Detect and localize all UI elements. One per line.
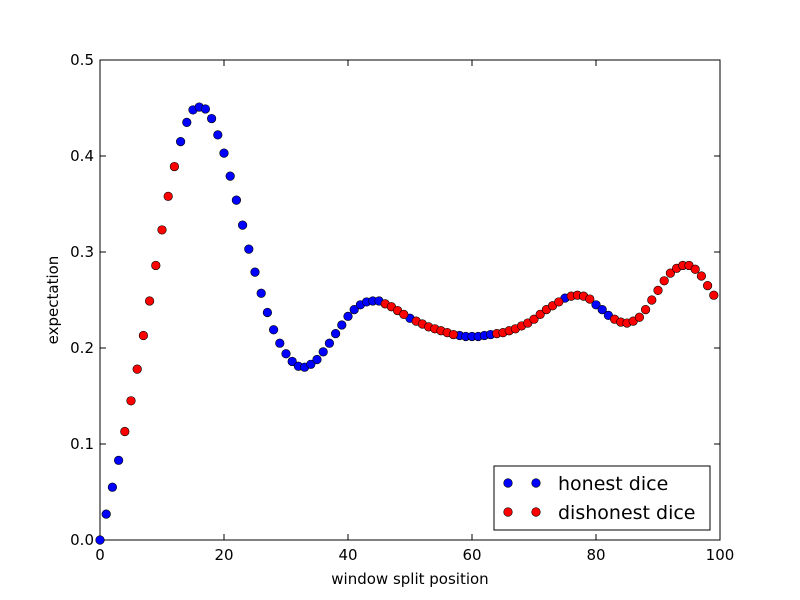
point-dishonest-dice <box>169 161 179 172</box>
legend-marker <box>531 478 541 488</box>
plot-area <box>99 59 721 541</box>
x-axis-ticks: 0 20 40 60 80 100 <box>95 60 734 564</box>
point-honest-dice <box>337 320 347 330</box>
y-tick-label: 0.3 <box>70 243 94 261</box>
point-honest-dice <box>244 244 254 254</box>
point-dishonest-dice <box>659 276 669 286</box>
point-honest-dice <box>101 509 111 519</box>
point-honest-dice <box>225 171 235 181</box>
x-tick-label: 60 <box>462 546 481 564</box>
point-dishonest-dice <box>163 191 173 201</box>
point-dishonest-dice <box>126 396 136 406</box>
point-honest-dice <box>343 311 353 321</box>
point-honest-dice <box>287 356 297 367</box>
point-dishonest-dice <box>585 294 595 304</box>
point-honest-dice <box>182 117 192 127</box>
point-honest-dice <box>318 347 328 357</box>
y-axis-label: expectation <box>44 256 62 345</box>
point-honest-dice <box>95 535 105 545</box>
point-honest-dice <box>275 338 285 348</box>
legend-marker <box>503 507 513 517</box>
point-dishonest-dice <box>665 268 676 278</box>
point-dishonest-dice <box>138 330 148 341</box>
legend: honest dice dishonest dice <box>493 465 711 531</box>
point-dishonest-dice <box>535 309 545 320</box>
point-dishonest-dice <box>696 271 707 281</box>
point-honest-dice <box>591 300 601 310</box>
point-dishonest-dice <box>448 329 459 340</box>
point-dishonest-dice <box>640 305 651 315</box>
y-tick-label: 0.1 <box>70 435 94 453</box>
point-dishonest-dice <box>690 264 700 274</box>
legend-label: honest dice <box>558 473 668 495</box>
y-tick-label: 0.2 <box>70 339 94 357</box>
y-tick-label: 0.4 <box>70 147 94 165</box>
point-honest-dice <box>324 338 335 348</box>
point-honest-dice <box>238 220 248 230</box>
data-points <box>95 102 719 545</box>
point-dishonest-dice <box>554 297 564 307</box>
point-honest-dice <box>269 325 279 335</box>
x-axis-label: window split position <box>331 570 488 588</box>
legend-box <box>493 465 711 531</box>
legend-marker <box>503 478 513 488</box>
point-honest-dice <box>312 354 322 365</box>
point-honest-dice <box>281 349 291 359</box>
x-tick-label: 40 <box>338 546 357 564</box>
point-honest-dice <box>250 267 260 277</box>
point-honest-dice <box>262 307 273 318</box>
point-dishonest-dice <box>647 295 657 305</box>
point-honest-dice <box>331 329 341 339</box>
point-honest-dice <box>306 359 316 369</box>
point-honest-dice <box>597 305 607 315</box>
point-dishonest-dice <box>145 296 155 306</box>
point-honest-dice <box>200 104 210 114</box>
point-dishonest-dice <box>709 290 719 300</box>
point-honest-dice <box>113 455 124 465</box>
point-honest-dice <box>213 130 223 140</box>
y-tick-label: 0.5 <box>70 51 94 69</box>
y-tick-label: 0.0 <box>70 531 94 549</box>
x-tick-label: 100 <box>706 546 735 564</box>
point-honest-dice <box>349 305 359 315</box>
point-dishonest-dice <box>151 260 161 271</box>
point-honest-dice <box>176 137 186 147</box>
y-axis-ticks: 0.0 0.1 0.2 0.3 0.4 0.5 <box>70 51 720 549</box>
point-honest-dice <box>207 113 217 124</box>
x-tick-label: 0 <box>95 546 105 564</box>
point-dishonest-dice <box>157 225 167 235</box>
legend-marker <box>531 507 541 517</box>
point-honest-dice <box>231 195 241 205</box>
point-dishonest-dice <box>653 285 663 296</box>
point-honest-dice <box>219 148 229 158</box>
point-dishonest-dice <box>634 312 645 322</box>
point-honest-dice <box>256 288 266 298</box>
legend-label: dishonest dice <box>558 502 696 524</box>
point-dishonest-dice <box>399 309 409 320</box>
point-honest-dice <box>107 482 117 492</box>
point-dishonest-dice <box>132 364 142 374</box>
point-dishonest-dice <box>529 314 539 324</box>
point-dishonest-dice <box>120 426 130 437</box>
x-tick-label: 20 <box>214 546 233 564</box>
x-tick-label: 80 <box>586 546 605 564</box>
point-dishonest-dice <box>702 281 713 291</box>
